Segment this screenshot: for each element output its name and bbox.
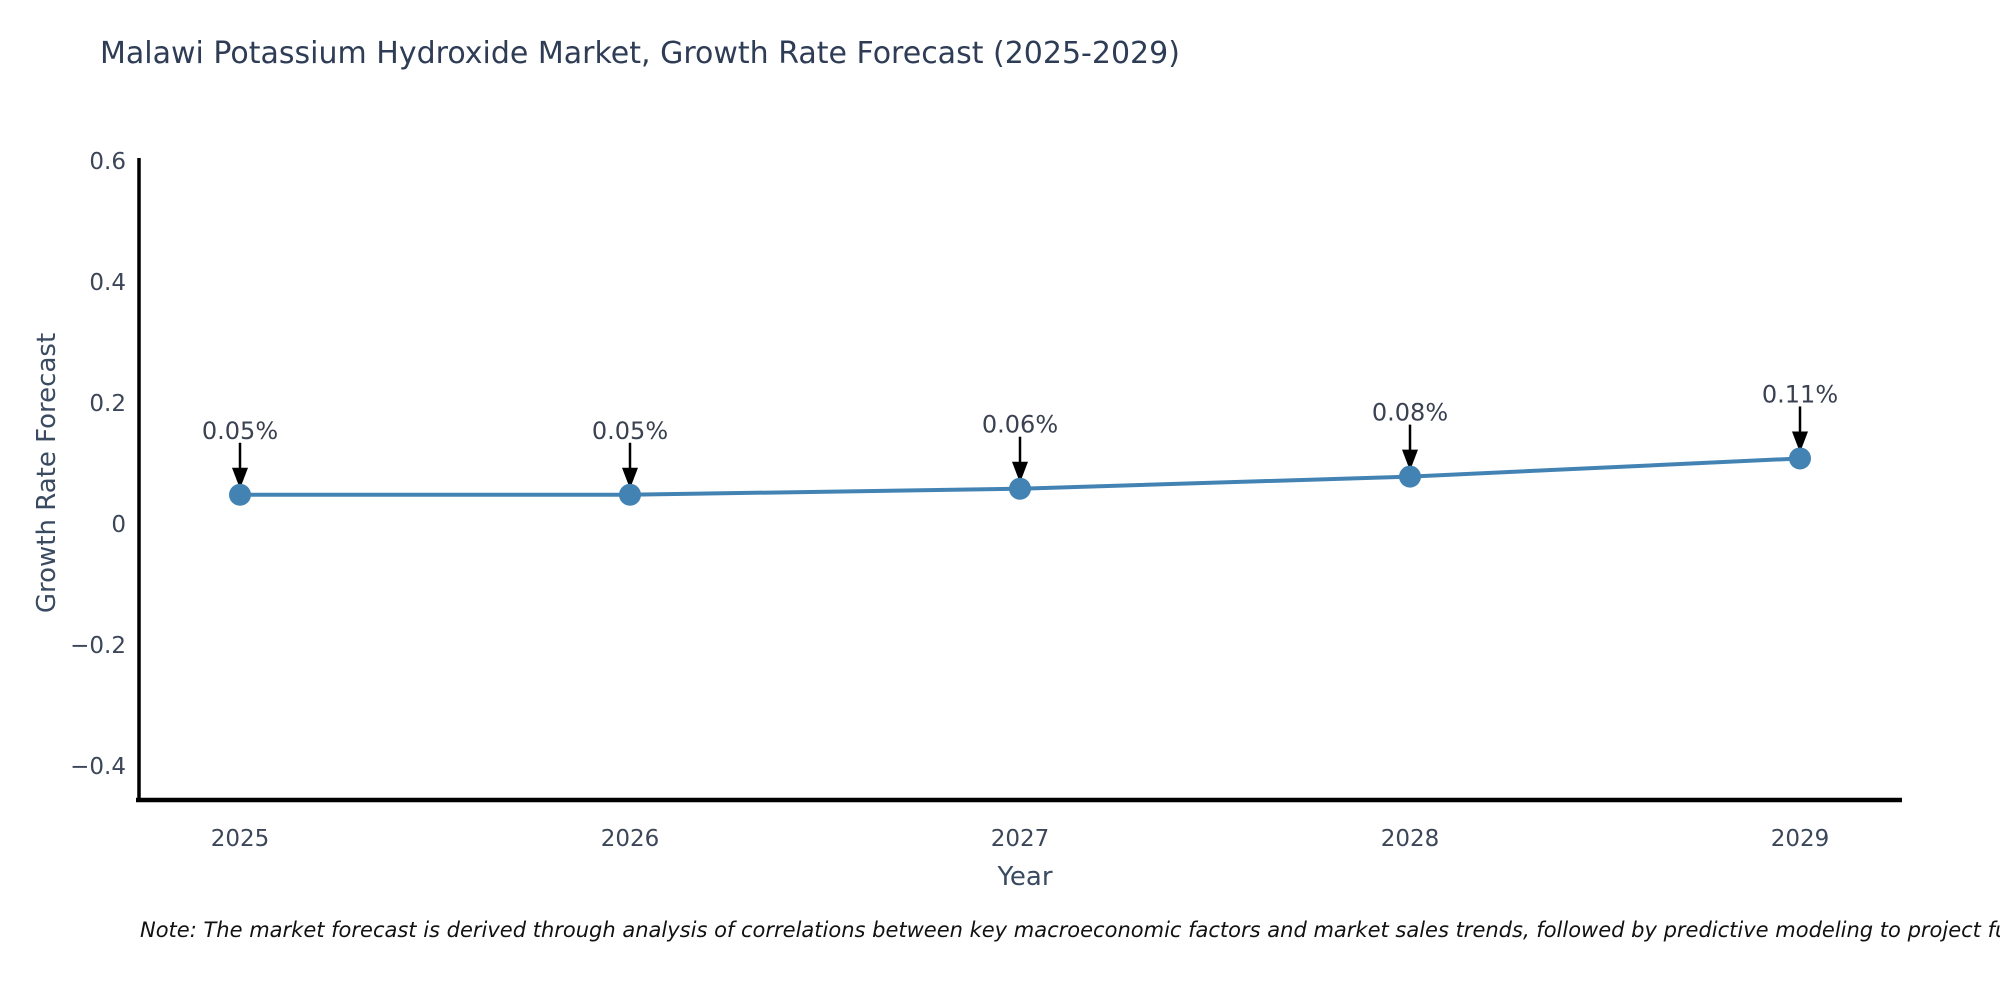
data-point-value-label: 0.05% <box>592 417 668 445</box>
data-point-marker <box>619 483 641 506</box>
x-tick-label: 2027 <box>991 826 1050 852</box>
data-point-value-label: 0.06% <box>982 411 1058 439</box>
x-tick-label: 2029 <box>1771 826 1830 852</box>
annotation-arrow-head <box>232 467 248 489</box>
data-point-marker <box>1399 465 1421 488</box>
x-tick-label: 2026 <box>601 826 660 852</box>
data-point-value-label: 0.08% <box>1372 399 1448 427</box>
y-tick-label: 0 <box>111 512 126 538</box>
y-tick-label: 0.4 <box>89 270 126 296</box>
data-point-marker <box>1789 447 1811 470</box>
annotation-arrow-head <box>1402 449 1418 471</box>
annotation-arrow-head <box>1012 461 1028 483</box>
data-point-value-label: 0.11% <box>1762 380 1838 408</box>
y-axis-title: Growth Rate Forecast <box>32 332 62 614</box>
data-point-marker <box>1009 477 1031 500</box>
x-tick-label: 2028 <box>1381 826 1440 852</box>
annotation-arrow-head <box>622 467 638 489</box>
data-point-value-label: 0.05% <box>202 417 278 445</box>
data-point-marker <box>229 483 251 506</box>
annotation-arrow-head <box>1792 431 1808 453</box>
x-axis-title: Year <box>997 862 1053 892</box>
footnote-text: Note: The market forecast is derived thr… <box>140 918 2000 942</box>
y-tick-label: 0.2 <box>89 391 126 417</box>
y-tick-label: −0.2 <box>70 633 126 659</box>
x-tick-label: 2025 <box>211 826 270 852</box>
chart-title: Malawi Potassium Hydroxide Market, Growt… <box>100 36 1180 71</box>
y-tick-label: 0.6 <box>89 149 126 175</box>
y-tick-label: −0.4 <box>70 754 126 780</box>
